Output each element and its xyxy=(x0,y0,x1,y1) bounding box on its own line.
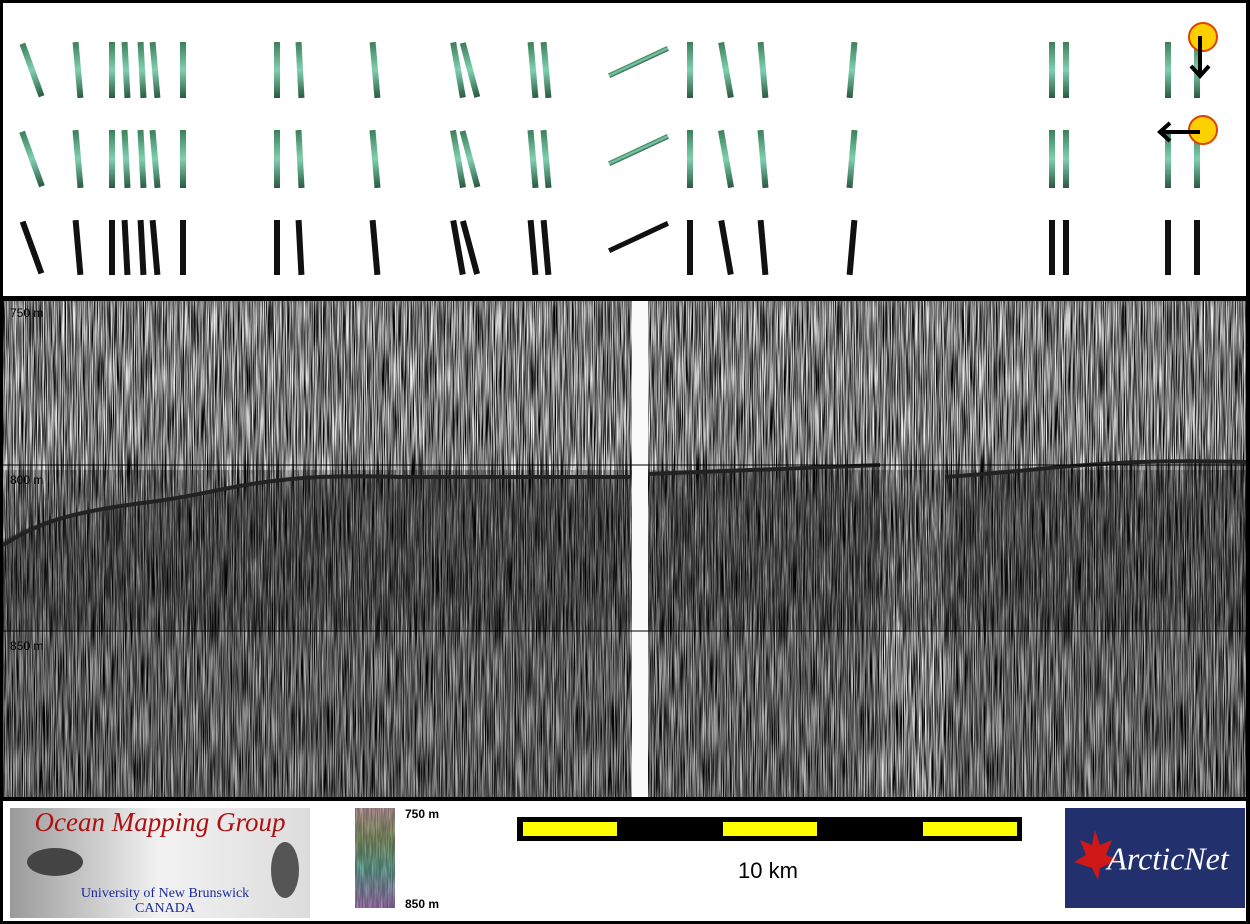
track-strip xyxy=(109,220,115,275)
track-strip xyxy=(687,42,693,98)
track-strip xyxy=(757,129,769,189)
track-strip xyxy=(527,41,539,99)
track-strip xyxy=(109,42,115,98)
arcticnet-name: ArcticNet xyxy=(1105,840,1230,876)
track-strip xyxy=(846,129,858,189)
arrow-down xyxy=(1189,36,1211,79)
track-strip xyxy=(1063,42,1069,98)
track-strip xyxy=(180,130,186,188)
track-strip xyxy=(180,42,186,98)
track-strip xyxy=(149,129,161,189)
track-strip xyxy=(1165,130,1171,188)
track-strip xyxy=(718,219,734,276)
track-strip xyxy=(72,129,84,189)
track-strip xyxy=(607,134,670,167)
track-strip xyxy=(846,219,858,276)
track-strip xyxy=(109,130,115,188)
track-strip xyxy=(180,220,186,275)
track-strip xyxy=(137,219,147,276)
track-strip xyxy=(19,42,45,98)
track-strip xyxy=(1049,130,1055,188)
track-strip xyxy=(846,41,858,99)
track-strip xyxy=(137,129,147,189)
track-strip xyxy=(527,219,539,276)
track-strips xyxy=(19,41,1200,276)
track-strip xyxy=(149,41,161,99)
logo-title: Ocean Mapping Group xyxy=(35,807,286,837)
track-strip xyxy=(540,219,552,276)
track-strip xyxy=(607,46,670,79)
track-strip xyxy=(1194,130,1200,188)
colorbar-label: 750 m xyxy=(405,807,439,821)
track-strip xyxy=(1194,220,1200,275)
logo-country: CANADA xyxy=(135,901,196,916)
scalebar-segment xyxy=(923,822,1017,836)
track-strip xyxy=(607,221,670,254)
depth-label: 750 m xyxy=(10,306,43,320)
maple-leaf xyxy=(1074,830,1118,880)
track-strip xyxy=(527,129,539,189)
track-strip xyxy=(757,219,769,276)
track-strip xyxy=(757,41,769,99)
logo-image xyxy=(271,842,299,898)
logo-image xyxy=(27,848,83,876)
track-strip xyxy=(459,130,481,188)
scalebar-label: 10 km xyxy=(738,858,798,883)
track-strip xyxy=(369,129,381,189)
scalebar-segment xyxy=(523,822,617,836)
colorbar-shade xyxy=(355,808,395,908)
track-strip xyxy=(295,41,305,99)
track-strip xyxy=(540,129,552,189)
track-strip xyxy=(369,41,381,99)
track-strip xyxy=(1063,220,1069,275)
track-strip xyxy=(459,220,481,275)
track-strip xyxy=(19,220,45,275)
track-strip xyxy=(450,129,466,189)
track-strip xyxy=(718,129,734,189)
track-strip xyxy=(149,219,161,276)
seafloor-noise xyxy=(3,470,1246,630)
track-strip xyxy=(295,129,305,189)
track-panel xyxy=(3,3,1246,296)
track-strip xyxy=(72,41,84,99)
track-strip xyxy=(459,42,481,98)
track-strip xyxy=(121,219,131,276)
track-strip xyxy=(450,41,466,99)
track-strip xyxy=(72,219,84,276)
track-strip xyxy=(687,130,693,188)
arrow-left xyxy=(1157,121,1200,143)
scalebar-segment xyxy=(723,822,817,836)
track-strip xyxy=(1049,220,1055,275)
track-strip xyxy=(718,41,734,99)
sun-icon xyxy=(1188,22,1218,52)
logo-university: University of New Brunswick xyxy=(81,886,249,901)
track-strip xyxy=(295,219,305,276)
track-strip xyxy=(274,130,280,188)
track-strip xyxy=(137,41,147,99)
track-strip xyxy=(1063,130,1069,188)
colorbar-label: 850 m xyxy=(405,897,439,911)
track-strip xyxy=(1165,42,1171,98)
track-strip xyxy=(1165,220,1171,275)
direction-icons xyxy=(1157,22,1218,145)
depth-label: 800 m xyxy=(10,473,43,487)
data-gap xyxy=(632,301,648,797)
track-strip xyxy=(274,220,280,275)
track-strip xyxy=(687,220,693,275)
track-strip xyxy=(121,41,131,99)
track-strip xyxy=(450,219,466,276)
track-strip xyxy=(274,42,280,98)
track-strip xyxy=(121,129,131,189)
track-strip xyxy=(19,130,45,188)
track-strip xyxy=(540,41,552,99)
depth-label: 850 m xyxy=(10,639,43,653)
track-strip xyxy=(369,219,381,276)
track-strip xyxy=(1049,42,1055,98)
